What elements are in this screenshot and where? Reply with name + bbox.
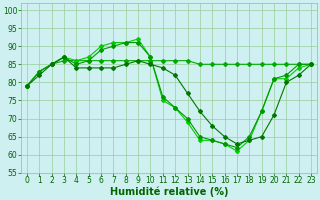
X-axis label: Humidité relative (%): Humidité relative (%) bbox=[110, 187, 228, 197]
